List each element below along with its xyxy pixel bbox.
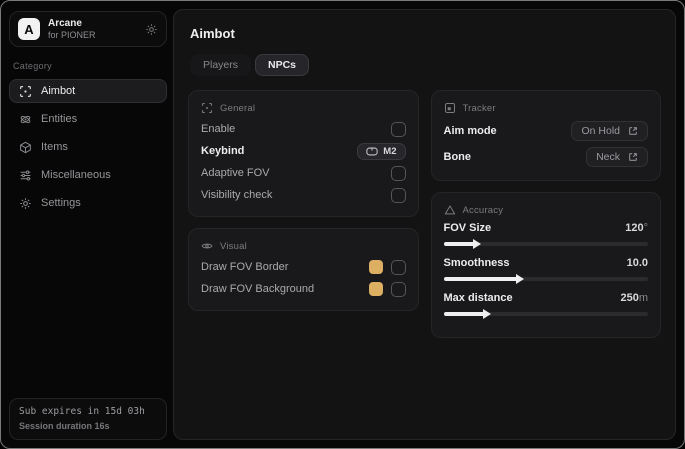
sidebar-item-aimbot[interactable]: Aimbot bbox=[9, 79, 167, 103]
keybind-value: M2 bbox=[383, 145, 397, 157]
brand-card: A Arcane for PIONER bbox=[9, 11, 167, 47]
sidebar-item-label: Items bbox=[41, 141, 68, 153]
setting-row-visibility-check: Visibility check bbox=[201, 184, 406, 206]
max-distance-value: 250m bbox=[620, 292, 648, 304]
atom-icon bbox=[19, 113, 32, 126]
enable-checkbox[interactable] bbox=[390, 121, 406, 137]
gear-icon bbox=[19, 197, 32, 210]
sidebar-item-miscellaneous[interactable]: Miscellaneous bbox=[9, 163, 167, 187]
sidebar-nav: Aimbot Entities bbox=[9, 79, 167, 215]
aim-mode-value: On Hold bbox=[581, 125, 620, 137]
frame-target-icon bbox=[444, 102, 456, 114]
keybind-button[interactable]: M2 bbox=[357, 142, 406, 160]
card-title: General bbox=[220, 102, 256, 114]
brand-name: Arcane bbox=[48, 18, 82, 30]
cube-icon bbox=[19, 141, 32, 154]
unit-label: m bbox=[638, 292, 648, 304]
visual-card: Visual Draw FOV Border Draw FOV Backgrou… bbox=[188, 228, 419, 311]
setting-label: Smoothness bbox=[443, 257, 510, 269]
smoothness-row: Smoothness 10.0 bbox=[444, 257, 649, 269]
sidebar-item-entities[interactable]: Entities bbox=[9, 107, 167, 131]
smoothness-value: 10.0 bbox=[626, 257, 648, 269]
visibility-check-checkbox[interactable] bbox=[390, 187, 406, 203]
tracker-card: Tracker Aim mode On Hold bbox=[430, 90, 661, 181]
brand-subtitle: for PIONER bbox=[48, 29, 96, 40]
expand-icon bbox=[628, 126, 638, 136]
setting-label: Aim mode bbox=[443, 125, 497, 137]
tab-bar: Players NPCs bbox=[190, 54, 661, 76]
tab-players[interactable]: Players bbox=[190, 54, 252, 76]
setting-row-keybind: Keybind M2 bbox=[201, 140, 406, 162]
setting-row-aim-mode: Aim mode On Hold bbox=[443, 118, 648, 144]
session-duration-text: Session duration 16s bbox=[19, 421, 110, 431]
bone-select[interactable]: Neck bbox=[586, 147, 648, 167]
unit-label: ° bbox=[643, 222, 648, 234]
sliders-icon bbox=[19, 169, 32, 182]
slider-thumb[interactable] bbox=[473, 239, 482, 249]
accuracy-card: Accuracy FOV Size 120° Smoothness 10.0 bbox=[430, 192, 661, 338]
setting-label: Max distance bbox=[443, 292, 513, 304]
expand-icon bbox=[628, 152, 638, 162]
fov-size-value: 120° bbox=[625, 222, 648, 234]
setting-row-enable: Enable bbox=[201, 118, 406, 140]
page-title: Aimbot bbox=[190, 26, 235, 41]
aim-mode-select[interactable]: On Hold bbox=[571, 121, 648, 141]
setting-row-fov-border: Draw FOV Border bbox=[201, 256, 406, 278]
fov-background-checkbox[interactable] bbox=[390, 281, 406, 297]
setting-label: Draw FOV Background bbox=[201, 283, 315, 295]
max-distance-slider[interactable] bbox=[443, 309, 648, 319]
sidebar-item-settings[interactable]: Settings bbox=[9, 191, 167, 215]
crosshair-icon bbox=[19, 85, 32, 98]
fov-size-row: FOV Size 120° bbox=[444, 222, 649, 234]
main-panel: Aimbot Players NPCs General bbox=[173, 9, 676, 440]
category-label: Category bbox=[13, 61, 52, 71]
sub-expires-text: Sub expires in 15d 03h bbox=[19, 406, 145, 417]
bone-value: Neck bbox=[596, 151, 620, 163]
smoothness-slider[interactable] bbox=[443, 274, 648, 284]
setting-label: Bone bbox=[443, 151, 472, 163]
card-title: Tracker bbox=[462, 102, 496, 114]
slider-thumb[interactable] bbox=[483, 309, 492, 319]
setting-row-fov-background: Draw FOV Background bbox=[201, 278, 406, 300]
general-card: General Enable Keybind bbox=[188, 90, 419, 217]
setting-label: Keybind bbox=[201, 145, 245, 157]
gear-icon[interactable] bbox=[145, 23, 158, 36]
brand-text: Arcane for PIONER bbox=[48, 18, 137, 40]
fov-border-color-swatch[interactable] bbox=[368, 260, 383, 274]
subscription-info-card: Sub expires in 15d 03h Session duration … bbox=[9, 398, 167, 440]
sidebar-item-items[interactable]: Items bbox=[9, 135, 167, 159]
setting-label: Draw FOV Border bbox=[201, 261, 289, 273]
setting-label: Enable bbox=[201, 123, 236, 135]
setting-label: FOV Size bbox=[443, 222, 492, 234]
crosshair-icon bbox=[201, 102, 213, 114]
sidebar-item-label: Aimbot bbox=[41, 85, 76, 97]
setting-row-bone: Bone Neck bbox=[443, 144, 648, 170]
fov-border-checkbox[interactable] bbox=[390, 259, 406, 275]
card-title: Visual bbox=[220, 240, 247, 252]
fov-background-color-swatch[interactable] bbox=[368, 282, 383, 296]
triangle-icon bbox=[444, 204, 456, 216]
card-title: Accuracy bbox=[462, 204, 504, 216]
setting-label: Visibility check bbox=[201, 189, 273, 201]
slider-fill bbox=[443, 309, 492, 319]
slider-fill bbox=[443, 239, 482, 249]
sidebar-item-label: Settings bbox=[41, 197, 81, 209]
sidebar: A Arcane for PIONER Category bbox=[1, 1, 171, 448]
eye-icon bbox=[201, 240, 213, 252]
mouse-icon bbox=[366, 147, 378, 156]
setting-label: Adaptive FOV bbox=[201, 167, 270, 179]
fov-size-slider[interactable] bbox=[443, 239, 648, 249]
tab-npcs[interactable]: NPCs bbox=[255, 54, 310, 76]
sidebar-item-label: Miscellaneous bbox=[41, 169, 111, 181]
brand-logo: A bbox=[18, 18, 40, 40]
slider-fill bbox=[443, 274, 525, 284]
max-distance-row: Max distance 250m bbox=[444, 292, 649, 304]
adaptive-fov-checkbox[interactable] bbox=[390, 165, 406, 181]
sidebar-item-label: Entities bbox=[41, 113, 78, 125]
setting-row-adaptive-fov: Adaptive FOV bbox=[201, 162, 406, 184]
slider-thumb[interactable] bbox=[516, 274, 525, 284]
